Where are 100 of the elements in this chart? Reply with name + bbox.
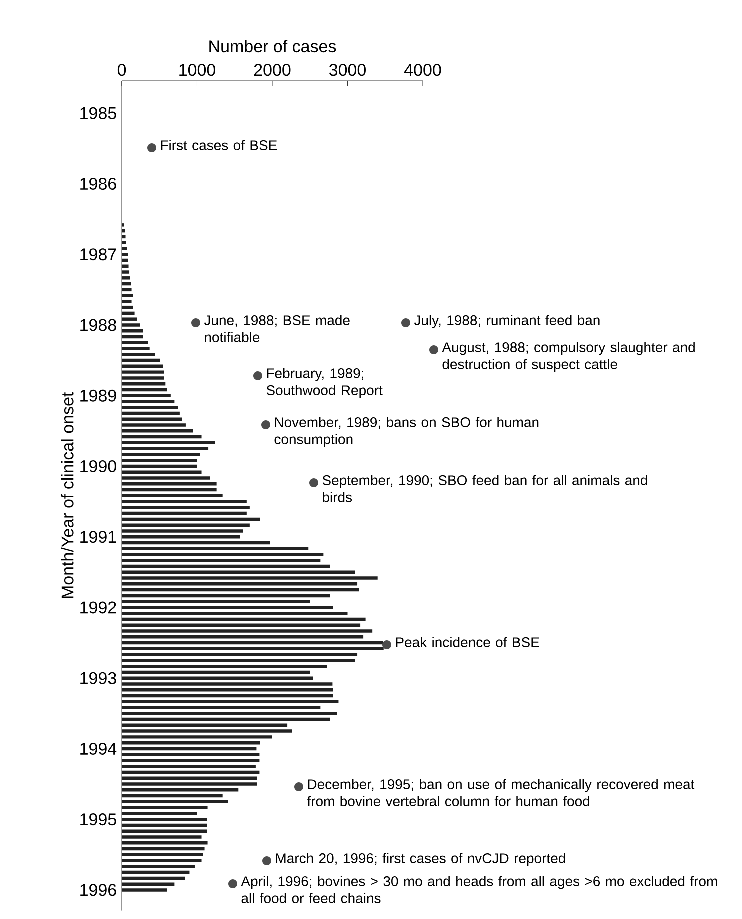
bar xyxy=(122,300,132,304)
annotation: March 20, 1996; first cases of nvCJD reported xyxy=(276,853,566,866)
bar xyxy=(122,764,256,768)
bar xyxy=(122,376,164,380)
bar xyxy=(122,547,309,550)
bar xyxy=(122,706,321,710)
annotation: September, 1990; SBO feed ban for all animals and birds xyxy=(322,475,648,502)
bar xyxy=(122,736,272,739)
bar xyxy=(122,624,361,627)
bar xyxy=(122,700,339,704)
bar xyxy=(122,712,338,716)
bar xyxy=(122,330,144,333)
bar xyxy=(122,870,190,874)
bar xyxy=(122,888,168,892)
y-tick-label: 1996 xyxy=(80,884,116,896)
bar xyxy=(122,364,164,368)
bar xyxy=(122,806,208,810)
bar xyxy=(122,276,130,280)
y-tick-label: 1991 xyxy=(80,531,116,544)
bar xyxy=(122,412,180,416)
annotation: February, 1989; Southwood Report xyxy=(266,368,383,398)
bar xyxy=(122,229,126,233)
bar xyxy=(122,312,135,316)
bar xyxy=(122,406,178,410)
bar xyxy=(122,741,260,745)
bar xyxy=(122,830,208,833)
y-tick-label: 1993 xyxy=(80,672,116,684)
bar xyxy=(122,324,140,327)
bar xyxy=(122,842,208,845)
bar xyxy=(122,282,132,286)
bar xyxy=(122,252,128,256)
y-axis-title: Month/Year of clinical onset xyxy=(61,392,74,598)
bar xyxy=(122,553,324,556)
bar xyxy=(122,847,205,851)
bar xyxy=(122,670,310,674)
bar xyxy=(122,318,138,321)
bar xyxy=(122,694,334,698)
bar xyxy=(122,464,198,468)
bar xyxy=(122,382,166,386)
bar xyxy=(122,794,223,798)
bar xyxy=(122,494,223,498)
bar xyxy=(122,470,202,474)
text: August, 1988; compulsory slaughter and destruction of suspect cattle xyxy=(442,342,695,372)
y-tick-label: 1986 xyxy=(80,178,116,190)
y-tick-label: 1994 xyxy=(80,742,117,755)
bar xyxy=(122,788,239,792)
annotation: Peak incidence of BSE xyxy=(396,637,540,648)
bar xyxy=(122,582,358,586)
bar xyxy=(122,576,378,580)
bar xyxy=(122,358,160,362)
bar xyxy=(122,718,330,722)
annotation: December, 1995; ban on use of mechanically recovered meat from bovine vertebral column for human food xyxy=(307,779,695,806)
bar xyxy=(122,247,128,250)
bar xyxy=(122,853,204,857)
bar xyxy=(122,370,164,374)
bar xyxy=(122,306,134,310)
bar xyxy=(122,882,175,886)
bar xyxy=(122,770,260,774)
bar xyxy=(122,388,168,392)
bar xyxy=(122,782,258,786)
bar xyxy=(122,518,260,522)
bar xyxy=(122,535,240,539)
bar xyxy=(122,264,129,268)
bar xyxy=(122,335,144,339)
annotation: November, 1989; bans on SBO for human consumption xyxy=(274,417,539,448)
bar xyxy=(122,353,156,356)
bar xyxy=(122,818,208,822)
bar xyxy=(122,270,130,274)
bar xyxy=(122,630,373,633)
bar xyxy=(122,341,148,345)
annotation: April, 1996; bovines > 30 mo and heads from all ages >6 mo excluded from all food or feed chains xyxy=(241,876,718,904)
bar xyxy=(122,606,334,610)
x-tick-label: 3000 xyxy=(329,64,366,76)
y-tick-label: 1995 xyxy=(80,814,116,826)
bar xyxy=(122,458,198,462)
bar xyxy=(122,294,134,298)
bar xyxy=(122,530,244,533)
bar xyxy=(122,747,257,751)
bar xyxy=(122,759,260,762)
bar xyxy=(122,612,348,616)
x-axis-title: Number of cases xyxy=(210,40,336,53)
bar xyxy=(122,730,292,733)
bar xyxy=(122,600,310,604)
annotation: July, 1988; ruminant feed ban xyxy=(414,315,600,328)
bar xyxy=(122,859,202,862)
y-tick-label: 1985 xyxy=(80,107,116,120)
bar xyxy=(122,800,228,804)
x-tick-label: 4000 xyxy=(404,64,442,76)
bar xyxy=(122,488,217,492)
bar xyxy=(122,506,250,510)
bar xyxy=(122,430,194,433)
bar xyxy=(122,676,314,680)
bar xyxy=(122,453,200,456)
bar xyxy=(122,682,333,686)
bar xyxy=(122,400,175,404)
bar xyxy=(122,659,356,662)
x-tick-label: 0 xyxy=(118,64,126,76)
bar xyxy=(122,394,171,398)
bar xyxy=(122,594,330,598)
bar xyxy=(122,418,182,422)
